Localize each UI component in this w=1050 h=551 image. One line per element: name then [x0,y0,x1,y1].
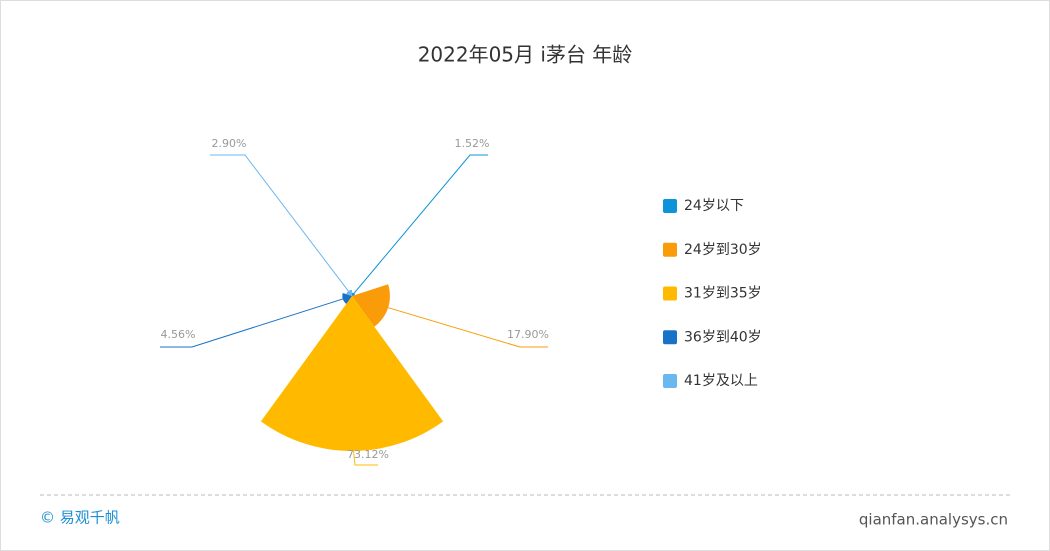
label-line [353,154,488,294]
legend-label: 24岁到30岁 [684,242,762,258]
footer-brand: © 易观千帆 [40,509,120,527]
data-label: 2.90% [212,137,247,150]
rose-sector [352,292,356,296]
legend-label: 24岁以下 [684,198,744,214]
rose-sector [260,296,444,452]
legend-swatch [663,374,677,388]
footer-url: qianfan.analysys.cn [859,511,1008,529]
rose-sector [352,284,390,327]
label-line [384,306,548,348]
label-line [160,298,344,348]
rose-sector [342,293,352,304]
data-label: 4.56% [161,328,196,341]
legend-swatch [663,199,677,213]
label-line [210,154,350,292]
data-label: 1.52% [455,137,490,150]
legend-swatch [663,286,677,301]
legend-label: 36岁到40岁 [684,329,762,345]
chart-title: 2022年05月 i茅台 年龄 [418,43,633,67]
rose-sector [346,289,352,296]
data-label: 17.90% [507,328,549,341]
legend-swatch [663,330,677,345]
data-label: 73.12% [347,448,389,461]
legend-swatch [663,242,677,257]
legend-label: 41岁及以上 [684,373,758,389]
legend-label: 31岁到35岁 [684,286,762,302]
label-line [351,435,378,466]
